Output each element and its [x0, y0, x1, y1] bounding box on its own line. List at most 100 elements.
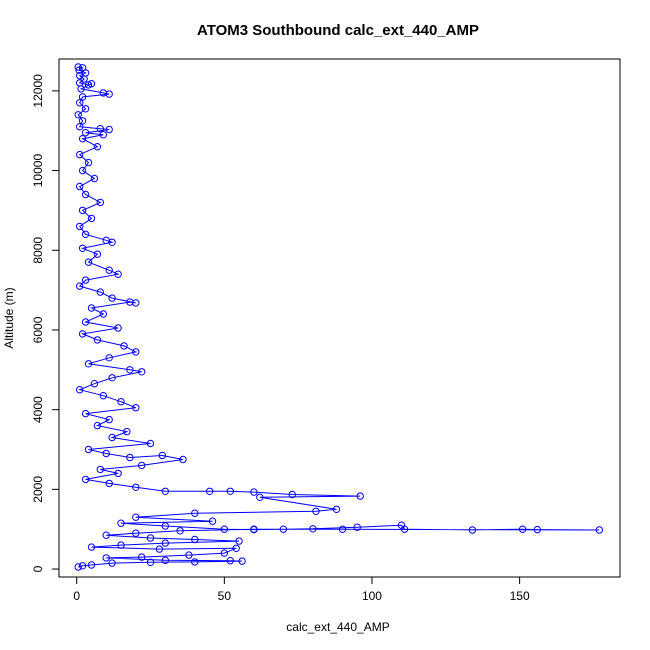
data-point — [87, 304, 96, 312]
x-tick-label: 0 — [73, 589, 80, 603]
data-point — [400, 525, 409, 533]
data-point — [108, 433, 116, 442]
data-point — [81, 276, 90, 284]
data-point — [338, 525, 347, 533]
data-point — [132, 483, 140, 491]
data-point — [468, 526, 477, 534]
data-point — [232, 544, 240, 552]
data-point — [226, 557, 235, 565]
data-point — [81, 129, 90, 137]
data-point — [105, 354, 113, 362]
data-point — [90, 380, 99, 388]
data-point — [84, 445, 93, 454]
data-point — [96, 198, 105, 207]
data-point — [250, 525, 258, 533]
data-point — [78, 562, 87, 570]
data-point — [78, 93, 87, 101]
data-point — [138, 368, 146, 376]
data-point — [74, 63, 82, 71]
series-line — [77, 66, 600, 568]
data-point — [288, 490, 296, 499]
data-point — [208, 517, 217, 525]
data-point — [87, 80, 96, 88]
data-point — [76, 123, 84, 131]
x-tick-label: 150 — [510, 589, 530, 603]
y-tick-label: 0 — [31, 565, 45, 572]
data-point — [238, 557, 246, 565]
data-point — [353, 523, 361, 531]
data-point — [105, 479, 113, 488]
data-point — [191, 509, 199, 517]
data-point — [158, 451, 167, 460]
data-point — [75, 66, 83, 74]
data-point — [108, 374, 116, 382]
data-point — [132, 404, 140, 412]
data-point — [256, 493, 264, 501]
data-point — [518, 525, 527, 533]
data-point — [114, 469, 122, 478]
data-point — [220, 549, 229, 557]
data-point — [132, 529, 140, 537]
data-point — [185, 551, 193, 559]
data-point — [76, 182, 84, 191]
data-point — [87, 543, 96, 551]
y-axis: 0 2000 4000 6000 8000 10000 12000 — [31, 74, 60, 572]
data-point — [96, 288, 105, 296]
x-tick-label: 100 — [362, 589, 382, 603]
data-point — [126, 453, 134, 462]
data-point — [74, 111, 82, 119]
data-point — [126, 298, 134, 306]
x-axis-label: calc_ext_440_AMP — [286, 620, 389, 634]
data-point — [108, 238, 116, 247]
data-point — [102, 449, 110, 458]
data-point — [332, 505, 341, 513]
data-point — [595, 526, 603, 534]
data-point — [99, 392, 108, 400]
data-point — [146, 558, 155, 566]
data-point — [205, 487, 214, 495]
data-point — [226, 487, 235, 495]
data-point — [78, 330, 87, 338]
data-point — [179, 455, 187, 464]
data-point — [74, 563, 82, 571]
y-tick-label: 10000 — [31, 154, 45, 188]
data-point — [102, 554, 110, 562]
data-point — [105, 125, 113, 134]
data-point — [161, 556, 170, 564]
data-point — [105, 415, 113, 424]
data-point — [102, 531, 110, 539]
data-point — [356, 492, 364, 500]
data-point — [76, 150, 84, 159]
data-point — [220, 525, 229, 533]
data-point — [146, 439, 155, 448]
data-point — [81, 230, 90, 239]
data-point — [120, 342, 128, 350]
data-point — [78, 244, 87, 253]
data-point — [123, 427, 131, 436]
x-tick-label: 50 — [218, 589, 232, 603]
data-point — [81, 409, 90, 418]
data-point — [132, 513, 140, 521]
data-point — [99, 131, 108, 139]
data-point — [93, 421, 102, 430]
data-point — [176, 527, 184, 535]
data-point — [78, 135, 87, 143]
data-point — [81, 318, 90, 326]
data-point — [96, 125, 105, 133]
data-point — [81, 105, 90, 113]
data-point — [93, 336, 102, 344]
data-point — [84, 158, 93, 167]
data-point — [117, 541, 125, 549]
data-point — [138, 461, 146, 470]
data-point — [114, 324, 122, 332]
data-point — [84, 360, 93, 368]
data-point — [76, 282, 84, 290]
data-point — [84, 258, 93, 266]
chart-title: ATOM3 Southbound calc_ext_440_AMP — [197, 22, 479, 39]
data-point — [105, 266, 113, 274]
y-axis-label: Altitude (m) — [2, 287, 16, 348]
data-point — [99, 310, 108, 318]
data-point — [138, 553, 146, 561]
data-point — [191, 535, 199, 544]
data-point — [132, 348, 140, 356]
